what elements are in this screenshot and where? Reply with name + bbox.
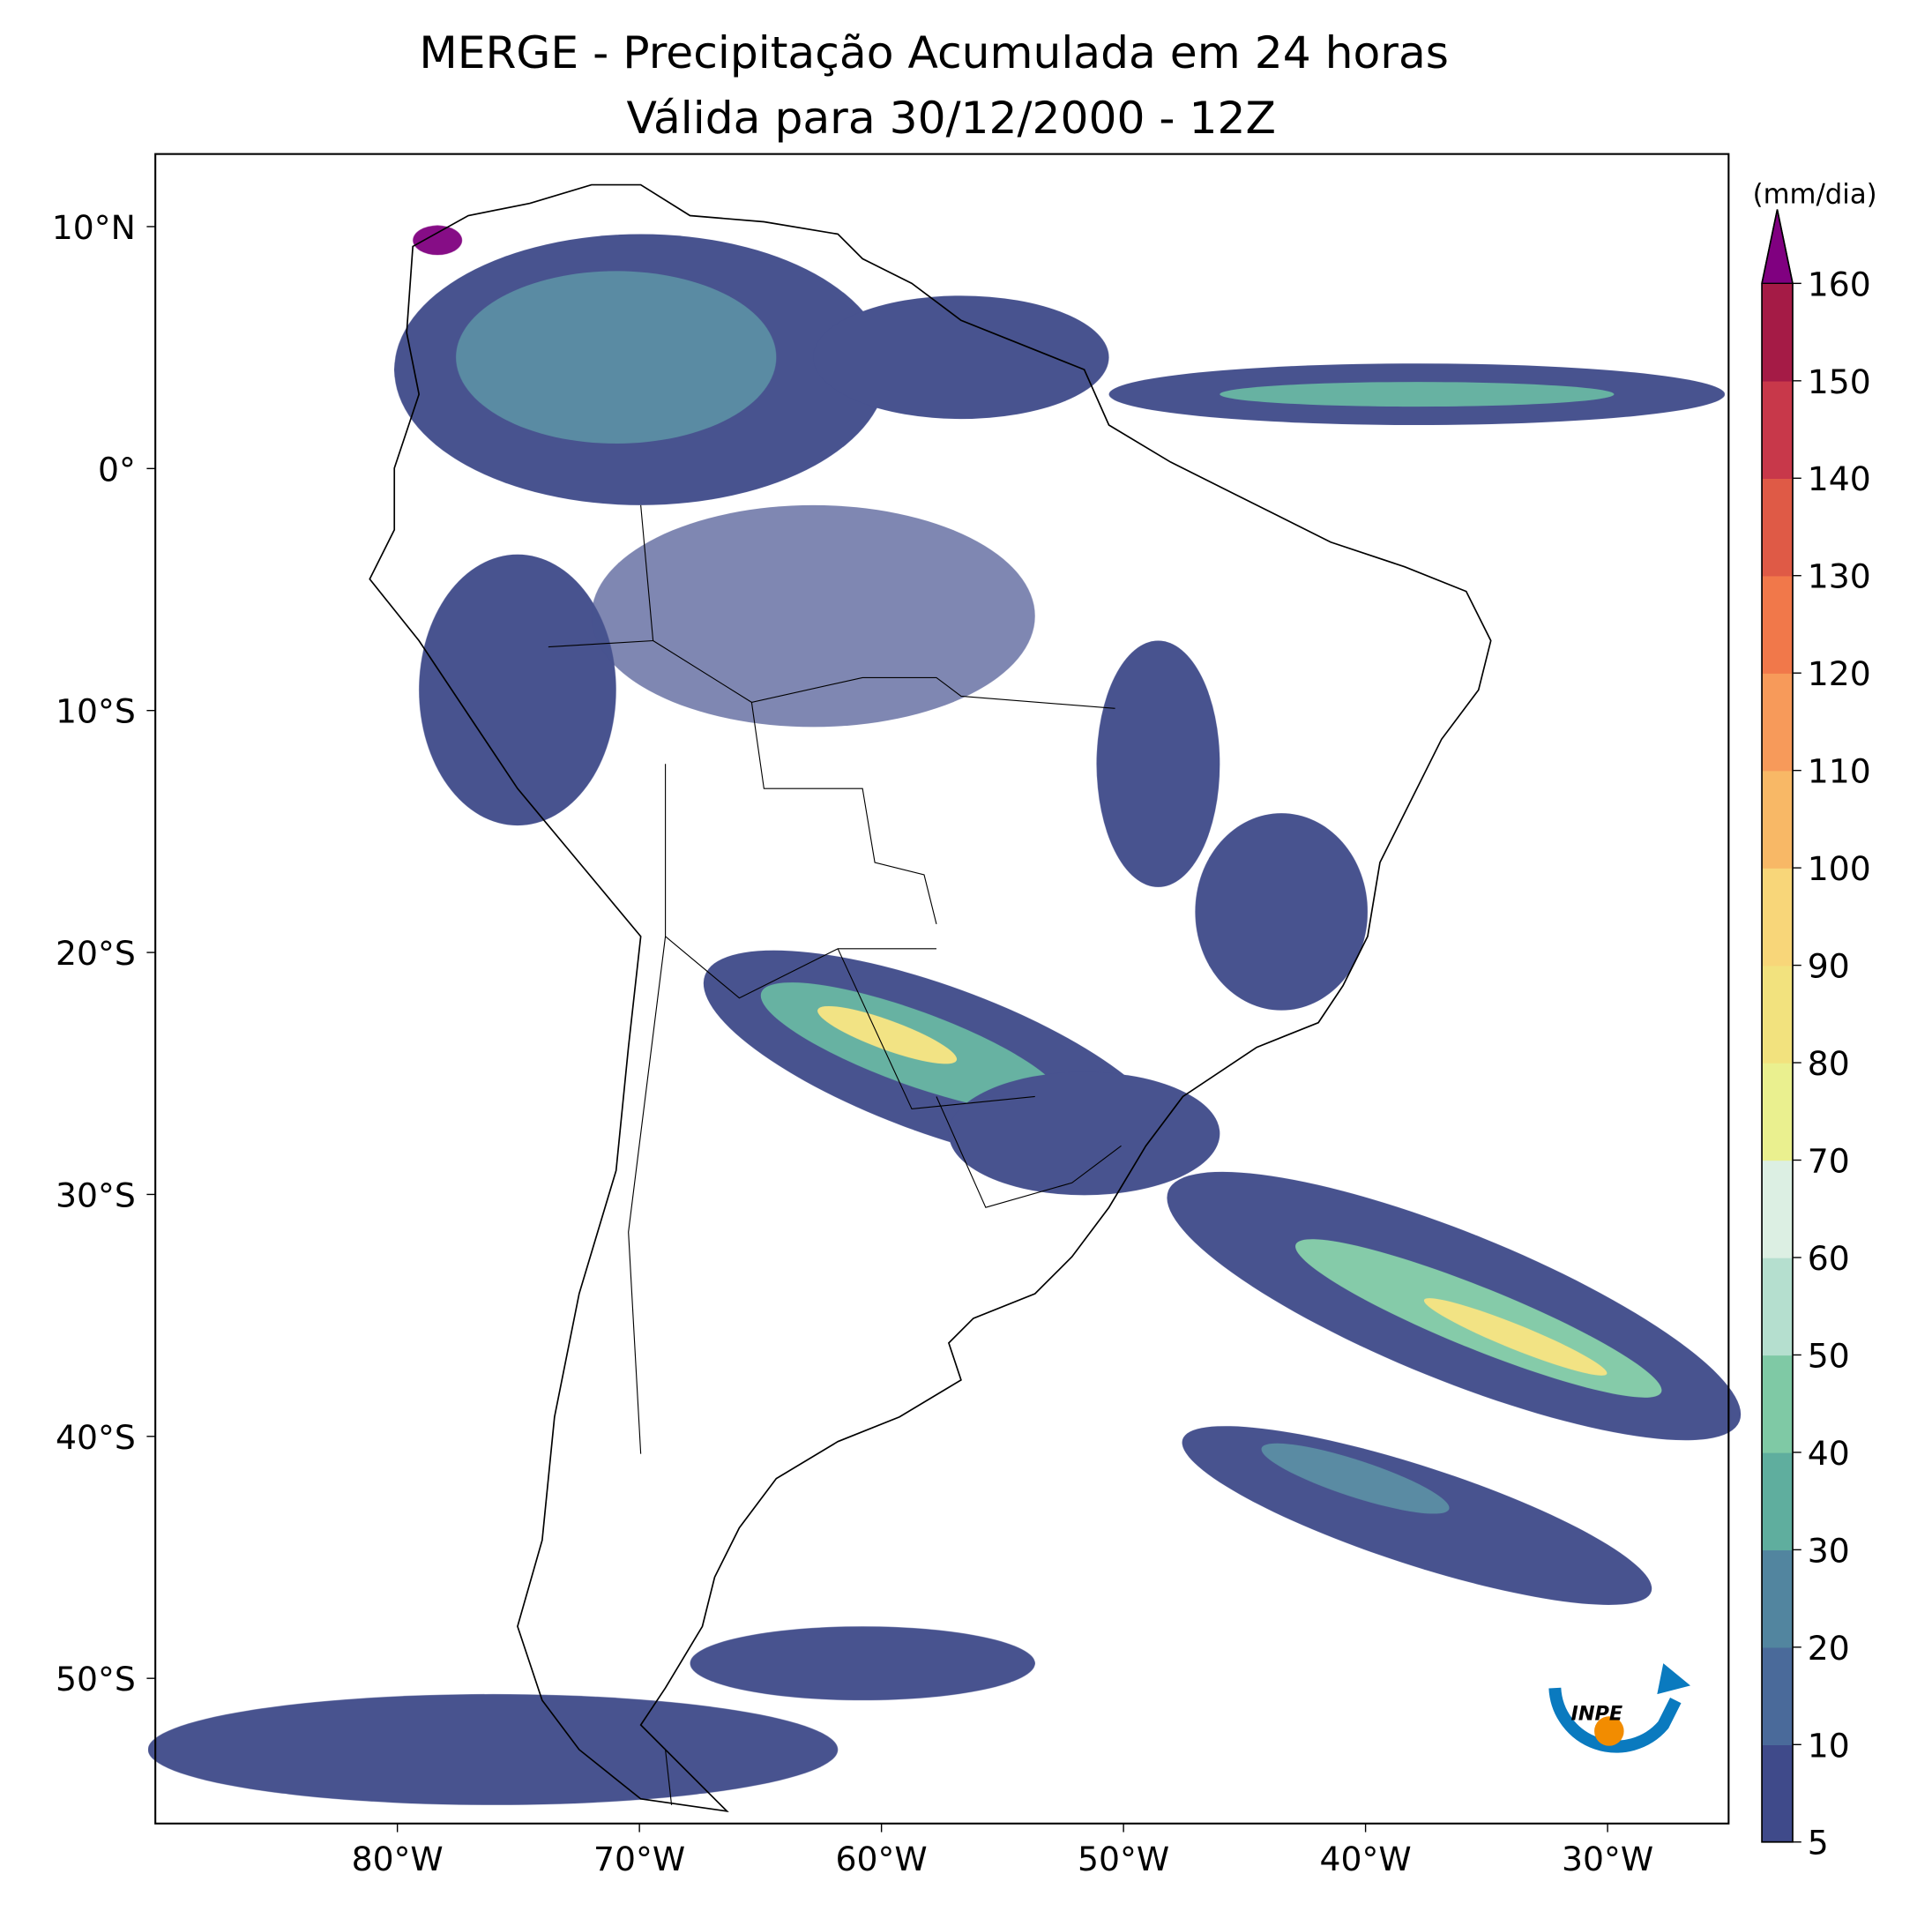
logo-text: INPE <box>1571 1702 1623 1725</box>
colorbar-tick-label: 160 <box>1808 265 1871 303</box>
colorbar-band <box>1762 1549 1793 1648</box>
colorbar-band <box>1762 1257 1793 1356</box>
colorbar-tick-label: 130 <box>1808 557 1871 596</box>
colorbar-band <box>1762 868 1793 967</box>
x-tick-label: 50°W <box>1078 1840 1169 1878</box>
colorbar-band <box>1762 575 1793 674</box>
x-tick-label: 40°W <box>1320 1840 1412 1878</box>
inpe-logo: INPE <box>1548 1663 1691 1753</box>
map-title: MERGE - Precipitação Acumulada em 24 hor… <box>419 26 1449 78</box>
y-tick-label: 10°S <box>56 692 136 731</box>
x-tick-label: 80°W <box>352 1840 444 1878</box>
colorbar-tick-label: 40 <box>1808 1434 1850 1473</box>
colorbar-tick-label: 110 <box>1808 752 1871 791</box>
map-frame <box>154 153 1730 1825</box>
colorbar-band <box>1762 1646 1793 1745</box>
colorbar-band <box>1762 770 1793 869</box>
colorbar-band <box>1762 1452 1793 1551</box>
continent-outline <box>369 183 1492 1813</box>
colorbar-tick-label: 100 <box>1808 849 1871 888</box>
colorbar-band <box>1762 380 1793 479</box>
y-tick-label: 10°N <box>52 208 136 247</box>
y-tick-label: 50°S <box>56 1660 136 1698</box>
colorbar-band <box>1762 478 1793 577</box>
colorbar-tick-label: 50 <box>1808 1336 1850 1375</box>
colorbar-tick-label: 30 <box>1808 1531 1850 1570</box>
y-tick-label: 20°S <box>56 934 136 973</box>
y-tick-label: 40°S <box>56 1418 136 1457</box>
colorbar-tick-label: 5 <box>1808 1824 1829 1862</box>
colorbar-tick-label: 90 <box>1808 947 1850 986</box>
y-tick-label: 30°S <box>56 1176 136 1214</box>
colorbar-band <box>1762 965 1793 1064</box>
colorbar-band <box>1762 673 1793 772</box>
colorbar-band <box>1762 1744 1793 1843</box>
precipitation-field <box>147 225 1742 1805</box>
country-borders <box>548 504 1122 1805</box>
map-subtitle: Válida para 30/12/2000 - 12Z <box>626 92 1276 144</box>
colorbar-tick-label: 140 <box>1808 459 1871 498</box>
colorbar-band <box>1762 1063 1793 1161</box>
x-tick-label: 60°W <box>836 1840 928 1878</box>
colorbar-band <box>1762 283 1793 382</box>
colorbar-tick-label: 120 <box>1808 654 1871 693</box>
colorbar-tick-label: 70 <box>1808 1141 1850 1180</box>
x-tick-label: 30°W <box>1562 1840 1653 1878</box>
colorbar-band <box>1762 1355 1793 1453</box>
colorbar-tick-label: 60 <box>1808 1239 1850 1278</box>
colorbar-tick-label: 10 <box>1808 1726 1850 1765</box>
colorbar-band <box>1762 1160 1793 1258</box>
colorbar-tick-label: 150 <box>1808 362 1871 401</box>
y-tick-label: 0° <box>98 450 136 489</box>
x-tick-label: 70°W <box>593 1840 685 1878</box>
colorbar-extend <box>1761 209 1794 285</box>
colorbar-tick-label: 80 <box>1808 1044 1850 1083</box>
colorbar-tick-label: 20 <box>1808 1629 1850 1668</box>
colorbar-label: (mm/dia) <box>1753 179 1877 211</box>
